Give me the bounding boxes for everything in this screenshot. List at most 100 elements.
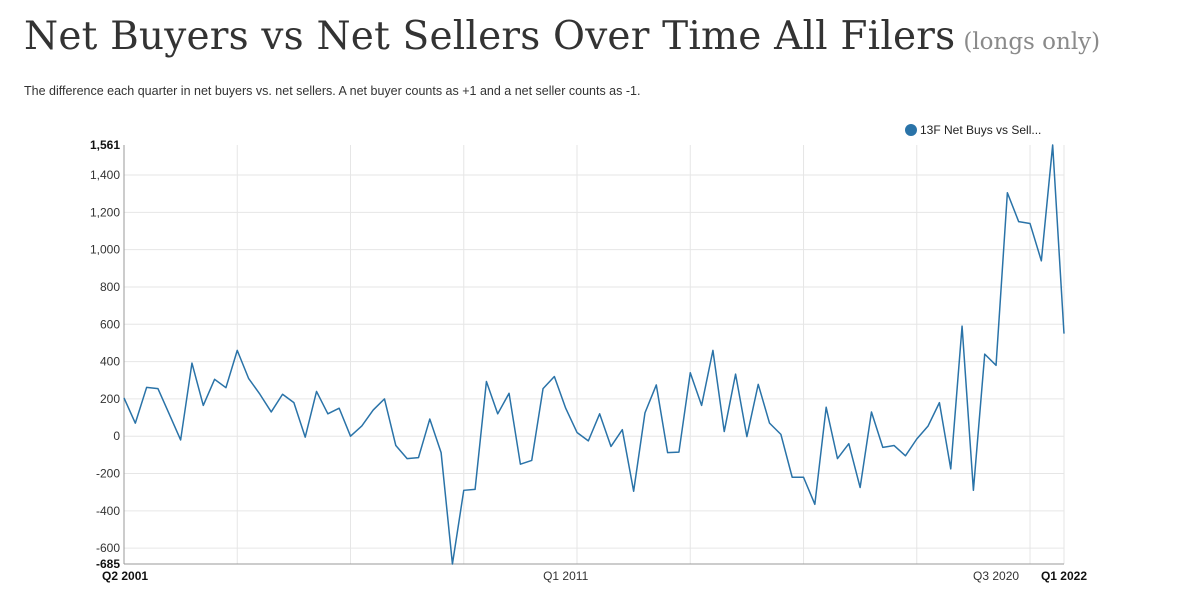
data-point bbox=[688, 371, 692, 375]
x-tick-label: Q1 2022 bbox=[1041, 569, 1087, 583]
data-point bbox=[677, 450, 681, 454]
data-point bbox=[654, 383, 658, 387]
data-point bbox=[156, 387, 160, 391]
data-point bbox=[756, 382, 760, 386]
y-tick-label: 800 bbox=[100, 280, 120, 294]
data-point bbox=[360, 424, 364, 428]
data-point bbox=[937, 401, 941, 405]
data-point bbox=[428, 417, 432, 421]
data-point bbox=[949, 467, 953, 471]
data-point bbox=[609, 444, 613, 448]
data-point bbox=[971, 488, 975, 492]
legend-label[interactable]: 13F Net Buys vs Sell... bbox=[920, 123, 1041, 137]
data-point bbox=[281, 392, 285, 396]
data-point bbox=[450, 562, 454, 566]
data-point bbox=[903, 454, 907, 458]
y-tick-label: 1,000 bbox=[90, 243, 120, 257]
data-point bbox=[960, 324, 964, 328]
y-tick-label: 1,400 bbox=[90, 168, 120, 182]
data-point bbox=[315, 389, 319, 393]
data-point bbox=[620, 428, 624, 432]
data-point bbox=[564, 406, 568, 410]
data-point bbox=[1017, 220, 1021, 224]
data-point bbox=[1062, 332, 1066, 336]
data-point bbox=[779, 432, 783, 436]
x-tick-label: Q2 2001 bbox=[102, 569, 148, 583]
legend-marker[interactable] bbox=[905, 124, 917, 136]
y-tick-label: 400 bbox=[100, 355, 120, 369]
data-point bbox=[915, 437, 919, 441]
data-point bbox=[167, 412, 171, 416]
data-point bbox=[349, 434, 353, 438]
y-axis: -600 -400 -200 0 200 400 600 800 1,000 1,200 1,400… bbox=[90, 138, 125, 571]
data-point bbox=[496, 412, 500, 416]
data-point bbox=[869, 410, 873, 414]
data-point bbox=[303, 435, 307, 439]
data-point bbox=[598, 412, 602, 416]
title-row: Net Buyers vs Net Sellers Over Time All … bbox=[24, 14, 1100, 59]
data-point bbox=[394, 444, 398, 448]
grid-lines bbox=[123, 145, 1065, 564]
data-point bbox=[179, 438, 183, 442]
data-point bbox=[847, 442, 851, 446]
data-point bbox=[1039, 259, 1043, 263]
y-max-label: 1,561 bbox=[90, 138, 120, 152]
data-point bbox=[994, 363, 998, 367]
data-point bbox=[439, 451, 443, 455]
y-tick-label: 0 bbox=[113, 429, 120, 443]
data-point bbox=[824, 405, 828, 409]
data-point bbox=[858, 486, 862, 490]
data-point bbox=[224, 386, 228, 390]
data-point bbox=[813, 502, 817, 506]
data-point bbox=[133, 421, 137, 425]
data-point bbox=[382, 397, 386, 401]
data-point bbox=[926, 424, 930, 428]
x-axis: Q2 2001 Q1 2011 Q3 2020 Q1 2022 bbox=[102, 563, 1087, 583]
data-point bbox=[462, 488, 466, 492]
data-point bbox=[405, 457, 409, 461]
data-point bbox=[484, 380, 488, 384]
data-point bbox=[247, 376, 251, 380]
data-point bbox=[745, 435, 749, 439]
data-point bbox=[586, 439, 590, 443]
data-point bbox=[518, 462, 522, 466]
data-point bbox=[734, 372, 738, 376]
data-point bbox=[1005, 191, 1009, 195]
data-point bbox=[122, 396, 126, 400]
data-point bbox=[632, 489, 636, 493]
legend[interactable]: 13F Net Buys vs Sell... bbox=[905, 123, 1041, 137]
y-tick-label: 200 bbox=[100, 392, 120, 406]
chart-subtitle: The difference each quarter in net buyer… bbox=[24, 84, 641, 98]
data-point bbox=[892, 444, 896, 448]
data-point bbox=[881, 445, 885, 449]
data-point bbox=[371, 408, 375, 412]
chart-title-suffix: (longs only) bbox=[963, 29, 1101, 55]
data-point bbox=[1051, 143, 1055, 147]
data-point bbox=[575, 430, 579, 434]
data-point bbox=[983, 352, 987, 356]
y-tick-label: -600 bbox=[96, 541, 120, 555]
data-point bbox=[507, 391, 511, 395]
data-point bbox=[835, 457, 839, 461]
data-point bbox=[790, 475, 794, 479]
chart-title: Net Buyers vs Net Sellers Over Time All … bbox=[24, 14, 956, 59]
data-point bbox=[292, 401, 296, 405]
x-tick-label: Q1 2011 bbox=[543, 569, 588, 583]
data-point bbox=[666, 451, 670, 455]
y-tick-label: -200 bbox=[96, 467, 120, 481]
data-point bbox=[326, 412, 330, 416]
data-point bbox=[643, 411, 647, 415]
data-point bbox=[145, 385, 149, 389]
data-point bbox=[235, 348, 239, 352]
series-layer bbox=[122, 143, 1066, 566]
data-point bbox=[722, 430, 726, 434]
data-point bbox=[530, 458, 534, 462]
data-point bbox=[213, 377, 217, 381]
data-point bbox=[269, 410, 273, 414]
data-point bbox=[768, 421, 772, 425]
data-point bbox=[552, 375, 556, 379]
data-point bbox=[541, 387, 545, 391]
x-tick-label: Q3 2020 bbox=[973, 569, 1019, 583]
data-point bbox=[1028, 222, 1032, 226]
y-tick-label: 600 bbox=[100, 317, 120, 331]
